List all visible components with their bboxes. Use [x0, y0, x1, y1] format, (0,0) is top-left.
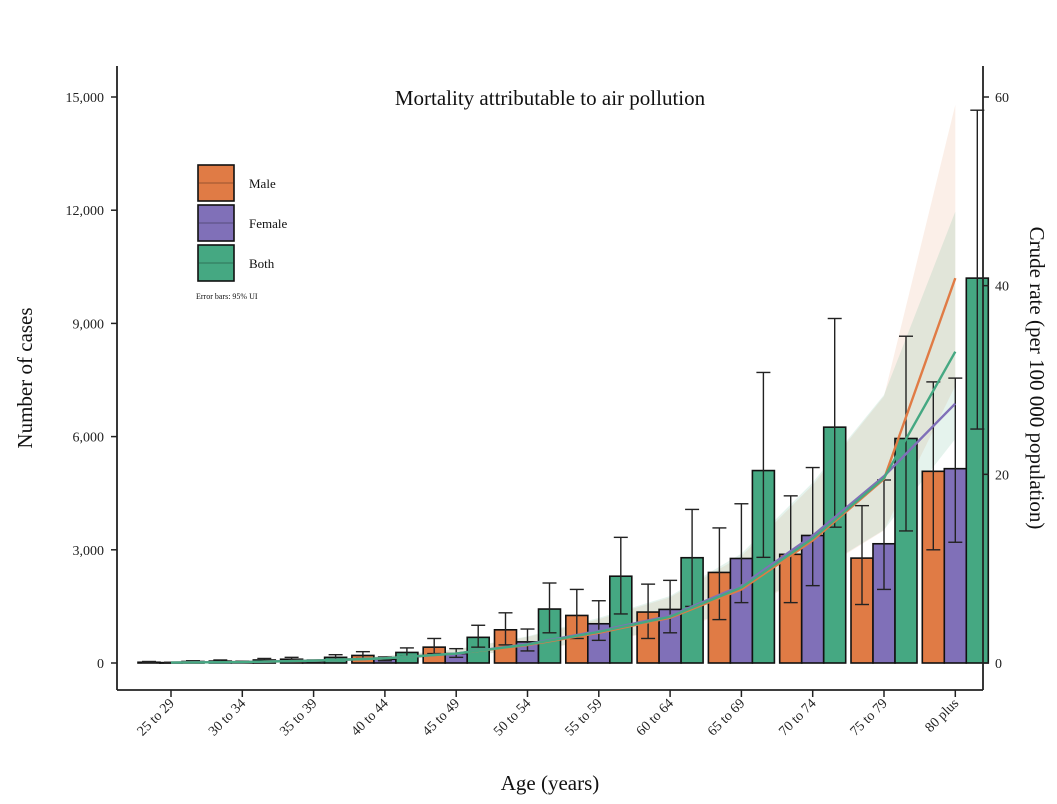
x-tick-label: 35 to 39	[277, 696, 320, 739]
y2-tick-label: 0	[995, 657, 1002, 672]
x-tick-label: 75 to 79	[848, 696, 891, 739]
y2-axis-title: Crude rate (per 100 000 population)	[1025, 227, 1049, 530]
error-bar-both-7	[613, 536, 628, 615]
error-bar-both-6	[542, 582, 557, 634]
rate-line-both	[170, 351, 957, 664]
chart-title: Mortality attributable to air pollution	[395, 86, 706, 110]
legend-label: Male	[249, 176, 276, 191]
x-tick-label: 55 to 59	[563, 696, 606, 739]
error-bar-both-10	[827, 317, 842, 528]
error-bar-male-1	[142, 660, 156, 664]
legend: Male Female Both	[197, 164, 287, 282]
legend-label: Female	[249, 216, 287, 231]
error-bar-both-5	[471, 624, 486, 648]
error-bar-both-11	[899, 335, 913, 532]
x-tick-label: 65 to 69	[705, 696, 748, 739]
rate-lines-layer	[170, 277, 957, 664]
error-bar-male-11	[855, 504, 869, 606]
x-tick-label: 25 to 29	[135, 696, 178, 739]
y-ticks-left: 0 3,000 6,000 9,000 12,000 15,000	[66, 91, 117, 672]
error-bar-male-8	[641, 583, 656, 640]
x-tick-label: 30 to 34	[206, 696, 249, 739]
error-bar-female-8	[663, 579, 678, 634]
y-tick-label: 15,000	[66, 91, 105, 106]
axes-layer	[116, 66, 984, 691]
x-axis-title: Age (years)	[501, 771, 600, 795]
legend-item-female: Female	[197, 204, 287, 242]
error-bar-male-6	[498, 612, 513, 646]
y-axis-title: Number of cases	[13, 307, 37, 448]
x-tick-label: 50 to 54	[491, 696, 534, 739]
legend-note: Error bars: 95% UI	[196, 292, 258, 301]
legend-item-both: Both	[197, 244, 275, 282]
y-ticks-right: 0 20 40 60	[983, 91, 1009, 672]
error-bar-both-9	[756, 371, 771, 559]
x-tick-label: 60 to 64	[634, 696, 677, 739]
y2-tick-label: 60	[995, 91, 1009, 106]
error-bar-male-10	[783, 495, 798, 604]
x-tick-label: 80 plus	[923, 696, 962, 735]
y2-tick-label: 20	[995, 468, 1009, 483]
error-bar-female-12	[948, 377, 963, 543]
y2-tick-label: 40	[995, 280, 1009, 295]
y-tick-label: 0	[97, 657, 104, 672]
y-tick-label: 9,000	[73, 317, 105, 332]
error-bar-male-9	[712, 527, 727, 621]
error-bar-female-10	[805, 466, 820, 587]
error-bar-both-12	[970, 109, 985, 430]
x-tick-label: 40 to 44	[349, 696, 392, 739]
y-tick-label: 3,000	[73, 544, 105, 559]
legend-label: Both	[249, 256, 275, 271]
error-bar-female-6	[520, 628, 535, 652]
x-ticks: 25 to 29 30 to 34 35 to 39 40 to 44 45 to 49…	[135, 690, 962, 739]
x-tick-label: 45 to 49	[420, 696, 463, 739]
legend-item-male: Male	[197, 164, 276, 202]
x-tick-label: 70 to 74	[776, 696, 819, 739]
y-tick-label: 6,000	[73, 431, 105, 446]
y-tick-label: 12,000	[66, 204, 105, 219]
